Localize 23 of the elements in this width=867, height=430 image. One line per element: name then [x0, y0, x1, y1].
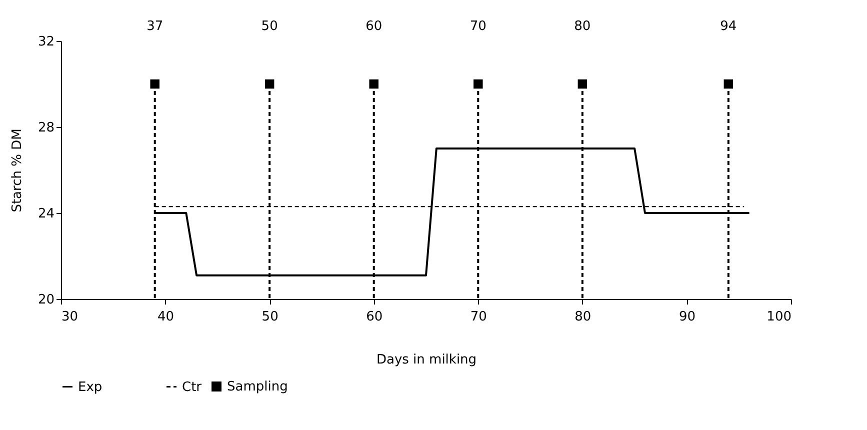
- y-tick-label: 28: [38, 120, 54, 136]
- y-tick-label: 24: [38, 206, 54, 222]
- x-tick-label: 30: [62, 310, 78, 324]
- legend-label: Sampling: [227, 380, 288, 394]
- x-tick-label: 70: [470, 310, 487, 324]
- legend-label: Ctr: [182, 380, 202, 395]
- text: 60: [366, 19, 382, 34]
- y-tick-label: 32: [38, 34, 54, 50]
- x-tick-label: 50: [262, 310, 278, 324]
- y-axis-title: Starch % DM: [10, 128, 25, 212]
- text: 37: [146, 19, 164, 34]
- text: 50: [261, 19, 278, 34]
- x-tick-label: 40: [158, 310, 174, 324]
- y-tick-label: 20: [38, 292, 54, 308]
- text: 94: [720, 19, 737, 34]
- x-axis-title: Days in milking: [376, 352, 477, 368]
- x-tick-label: 80: [574, 310, 592, 324]
- x-tick-label: 60: [366, 310, 383, 324]
- x-tick-label: 90: [678, 310, 696, 324]
- text: 70: [470, 19, 486, 34]
- legend-label: Exp: [78, 380, 102, 395]
- text: 80: [574, 19, 591, 34]
- x-tick-label: 100: [766, 310, 792, 324]
